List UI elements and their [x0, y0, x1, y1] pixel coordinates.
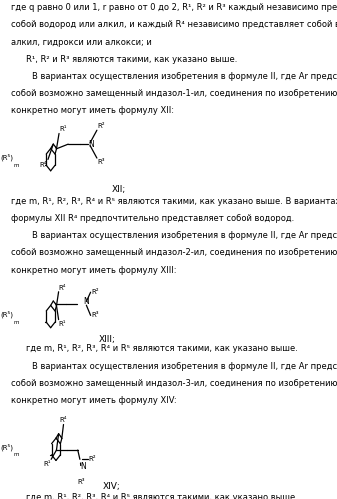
Text: N: N	[80, 462, 86, 471]
Text: R²: R²	[89, 456, 96, 462]
Text: (R⁵): (R⁵)	[0, 443, 13, 451]
Text: m: m	[14, 163, 19, 168]
Text: конкретно могут иметь формулу XIII:: конкретно могут иметь формулу XIII:	[11, 265, 177, 274]
Text: собой водород или алкил, и каждый R⁴ независимо представляет собой водород,: собой водород или алкил, и каждый R⁴ нез…	[11, 20, 337, 29]
Text: m: m	[14, 320, 19, 325]
Text: R³: R³	[77, 479, 85, 485]
Text: собой возможно замещенный индазол-2-ил, соединения по изобретению более: собой возможно замещенный индазол-2-ил, …	[11, 249, 337, 257]
Text: (R⁵): (R⁵)	[0, 154, 13, 161]
Text: В вариантах осуществления изобретения в формуле II, где Ar представляет: В вариантах осуществления изобретения в …	[11, 72, 337, 81]
Text: R¹: R¹	[59, 126, 66, 132]
Text: XIII;: XIII;	[98, 335, 115, 344]
Text: R²: R²	[91, 289, 99, 295]
Text: где m, R¹, R², R³, R⁴ и R⁵ являются такими, как указано выше. В вариантах: где m, R¹, R², R³, R⁴ и R⁵ являются таки…	[11, 197, 337, 206]
Text: N: N	[88, 140, 94, 149]
Text: R⁴: R⁴	[59, 285, 66, 291]
Text: собой возможно замещенный индазол-1-ил, соединения по изобретению более: собой возможно замещенный индазол-1-ил, …	[11, 89, 337, 98]
Text: (R⁵): (R⁵)	[0, 310, 13, 318]
Text: R³: R³	[97, 160, 104, 166]
Text: R¹, R² и R³ являются такими, как указано выше.: R¹, R² и R³ являются такими, как указано…	[26, 55, 238, 64]
Text: R²: R²	[97, 123, 104, 129]
Text: формулы XII R⁴ предпочтительно представляет собой водород.: формулы XII R⁴ предпочтительно представл…	[11, 214, 295, 223]
Text: алкил, гидрокси или алкокси; и: алкил, гидрокси или алкокси; и	[11, 37, 152, 46]
Text: конкретно могут иметь формулу XII:: конкретно могут иметь формулу XII:	[11, 106, 174, 115]
Text: В вариантах осуществления изобретения в формуле II, где Ar представляет: В вариантах осуществления изобретения в …	[11, 231, 337, 240]
Text: R¹: R¹	[59, 320, 66, 326]
Text: R¹: R¹	[43, 461, 51, 467]
Text: собой возможно замещенный индазол-3-ил, соединения по изобретению более: собой возможно замещенный индазол-3-ил, …	[11, 379, 337, 388]
Text: где m, R¹, R², R³, R⁴ и R⁵ являются такими, как указано выше.: где m, R¹, R², R³, R⁴ и R⁵ являются таки…	[26, 344, 298, 353]
Text: N: N	[83, 297, 89, 306]
Text: XIV;: XIV;	[103, 482, 121, 491]
Text: где m, R¹, R², R³, R⁴ и R⁵ являются такими, как указано выше.: где m, R¹, R², R³, R⁴ и R⁵ являются таки…	[26, 494, 298, 499]
Text: m: m	[14, 453, 19, 458]
Text: конкретно могут иметь формулу XIV:: конкретно могут иметь формулу XIV:	[11, 396, 177, 405]
Text: где q равно 0 или 1, r равно от 0 до 2, R¹, R² и R³ каждый независимо представля: где q равно 0 или 1, r равно от 0 до 2, …	[11, 3, 337, 12]
Text: В вариантах осуществления изобретения в формуле II, где Ar представляет: В вариантах осуществления изобретения в …	[11, 362, 337, 371]
Text: XII;: XII;	[111, 185, 126, 194]
Text: R⁴: R⁴	[39, 162, 47, 168]
Text: R⁴: R⁴	[60, 417, 67, 423]
Text: R³: R³	[91, 312, 98, 318]
